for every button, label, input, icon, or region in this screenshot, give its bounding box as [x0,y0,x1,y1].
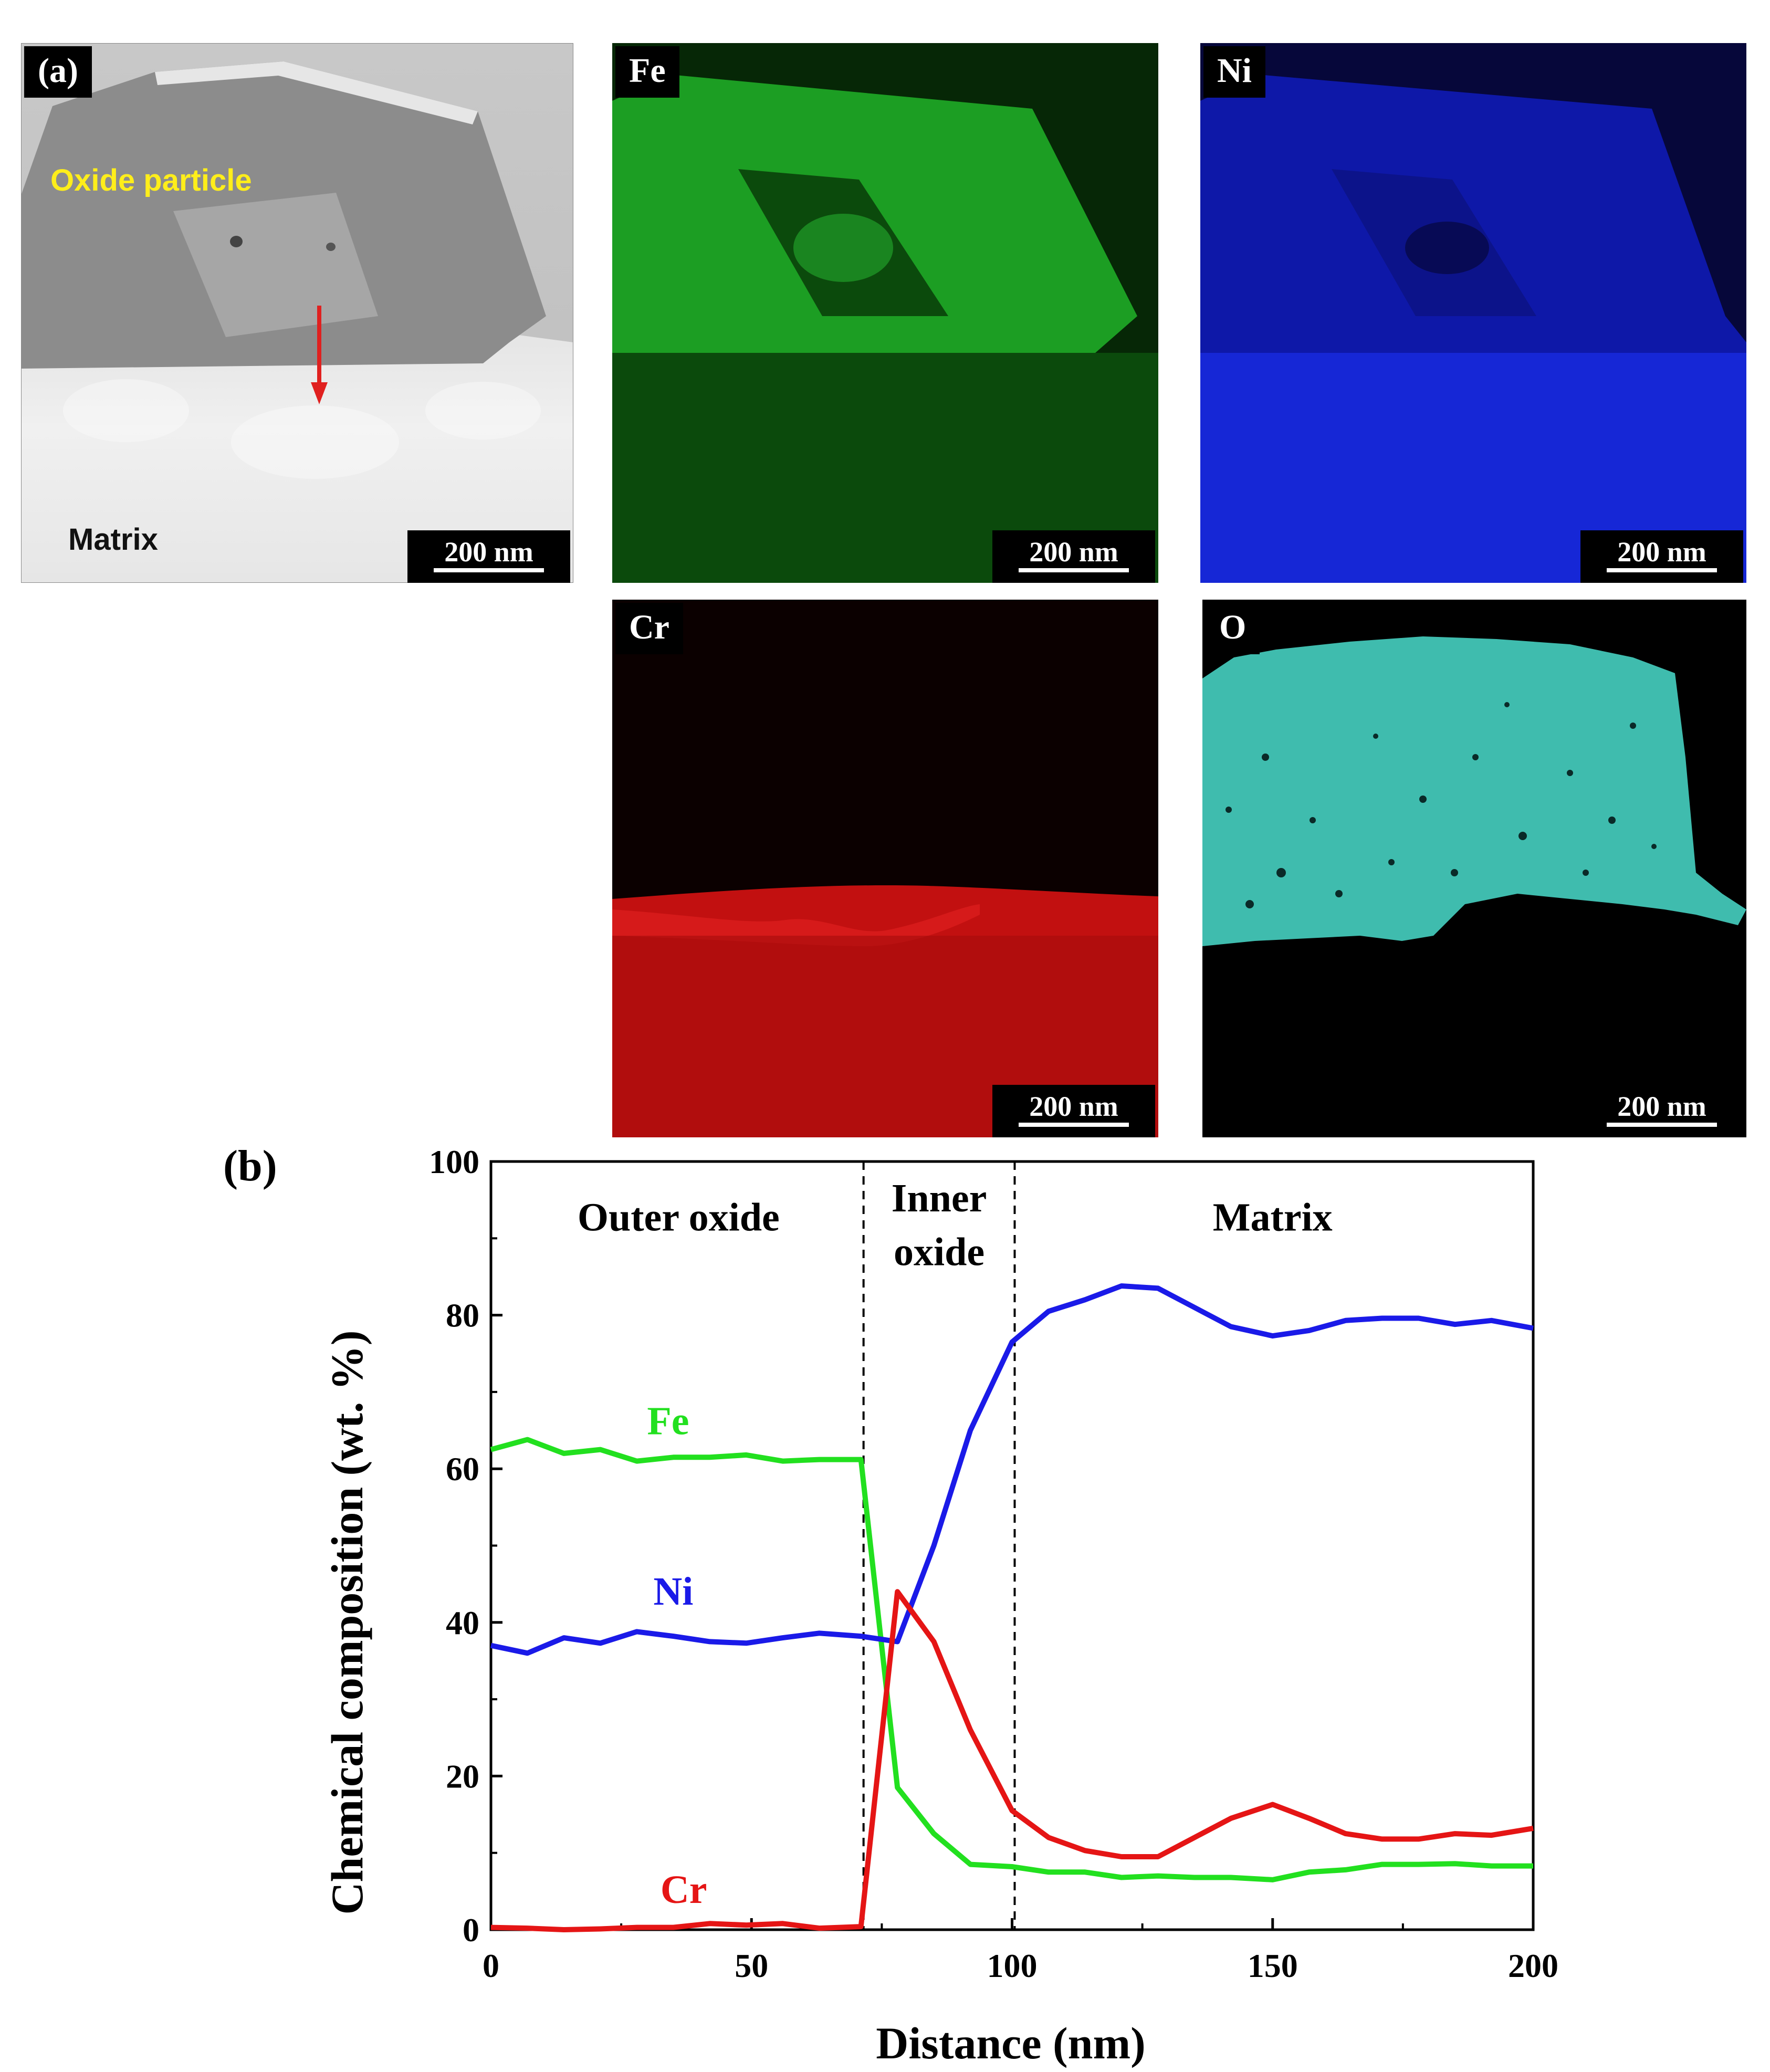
tem-image-panel: (a) Oxide particle Matrix 200 nm [21,43,573,583]
x-tick-label: 100 [987,1947,1038,1984]
cr-map-image [612,600,1158,1137]
region-label-inner: Inner [892,1176,987,1220]
o-map-label: O [1206,603,1260,654]
x-tick-label: 0 [483,1947,499,1984]
fe-map-panel: Fe 200 nm [612,43,1158,583]
series-label-ni: Ni [653,1569,693,1614]
oxide-particle-label: Oxide particle [50,163,252,197]
y-tick-label: 20 [446,1757,479,1795]
scale-bar-label: 200 nm [1617,1091,1706,1122]
cr-map-panel: Cr 200 nm [612,600,1158,1137]
red-arrow [311,306,328,404]
scale-bar: 200 nm [992,530,1155,583]
scale-bar-line [434,568,544,572]
region-label-outer-oxide: Outer oxide [578,1196,780,1240]
scale-bar-label: 200 nm [1029,536,1118,568]
cr-map-label: Cr [615,603,683,654]
y-tick-label: 100 [429,1143,479,1180]
series-line-cr [490,1589,1534,1932]
scale-bar: 200 nm [407,530,570,583]
ni-map-label: Ni [1203,46,1265,98]
y-tick-label: 60 [446,1450,479,1488]
scale-bar-line [1019,568,1129,572]
scale-bar: 200 nm [992,1085,1155,1137]
o-map-panel: O 200 nm [1202,600,1746,1137]
matrix-label: Matrix [68,522,158,557]
inner-oxide-shape [173,193,378,337]
x-tick-label: 200 [1508,1947,1558,1984]
y-tick-label: 40 [446,1604,479,1641]
scale-bar-label: 200 nm [1617,536,1706,568]
scale-bar-label: 200 nm [444,536,533,568]
x-tick-label: 150 [1248,1947,1298,1984]
scale-bar-line [1019,1123,1129,1127]
x-tick-label: 50 [735,1947,768,1984]
scale-bar-line [1607,568,1717,572]
fe-map-image [612,43,1158,583]
composition-line-chart: 0 20 40 60 80 100 0 50 100 150 200 Outer oxide Inner… [322,1143,1558,2068]
fe-map-label: Fe [615,46,679,98]
o-oxide-region [1202,636,1746,946]
y-tick-label: 80 [446,1297,479,1334]
series-label-cr: Cr [661,1868,707,1912]
scale-bar: 200 nm [1580,530,1743,583]
o-map-image [1202,600,1746,1137]
y-tick-label: 0 [463,1911,479,1949]
series-line-fe [490,1437,1533,1882]
plot-frame [489,1160,1535,1931]
chart-plot-area: 0 20 40 60 80 100 0 50 100 150 200 Outer oxide Inner… [429,1143,1558,1984]
x-axis-label: Distance (nm) [876,2018,1146,2068]
scale-bar-line [1607,1123,1717,1127]
ni-map-panel: Ni 200 nm [1200,43,1746,583]
region-label-matrix: Matrix [1213,1196,1333,1240]
tem-micrograph [21,43,573,583]
ni-map-image [1200,43,1746,583]
series-label-fe: Fe [647,1399,689,1443]
panel-b-label: (b) [223,1142,277,1190]
region-label-oxide: oxide [894,1230,985,1274]
ni-matrix-region [1200,353,1746,583]
panel-a-label: (a) [24,46,92,98]
scale-bar-label: 200 nm [1029,1091,1118,1122]
series-line-ni [490,1283,1534,1656]
y-axis-label: Chemical composition (wt. %) [322,1330,372,1914]
scale-bar: 200 nm [1580,1085,1743,1137]
